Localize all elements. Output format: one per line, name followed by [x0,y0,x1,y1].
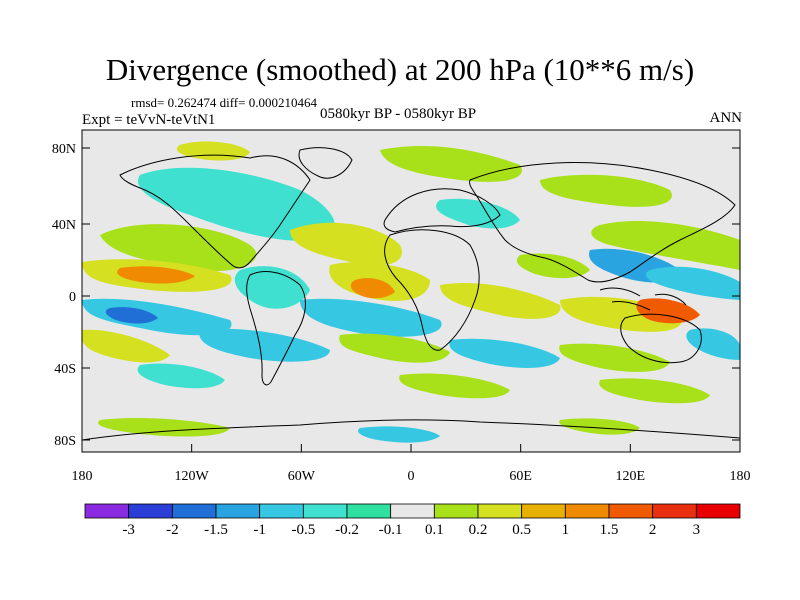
lon-tick-label: 60W [288,469,316,484]
map-title: Divergence (smoothed) at 200 hPa (10**6 … [105,52,695,87]
field-blob [358,426,440,443]
lon-tick-label: 0 [408,469,415,484]
field-blob [380,145,522,182]
colorbar-swatch [433,503,479,519]
lon-tick-label: 120E [616,469,646,484]
field-blob [105,307,158,324]
colorbar-swatch [215,503,261,519]
colorbar-swatch [521,503,566,519]
period-label: 0580kyr BP - 0580kyr BP [320,106,477,122]
colorbar-swatch [695,503,741,519]
field-blob [399,373,510,399]
lon-tick-label: 180 [72,469,93,484]
colorbar-swatch [608,503,654,519]
coast-africa [384,229,480,351]
field-blob [339,333,450,363]
field-blob [591,220,740,270]
field-blob [440,282,561,319]
lat-tick-label: 40S [54,362,76,377]
colorbar: -3 -2 -1.5 -1 -0.5 -0.2 -0.1 0.1 0.2 0.5 1 1.5 2 3 [84,503,741,538]
field-blob [636,298,700,324]
field-blob [300,298,442,337]
colorbar-label: -0.1 [379,522,403,538]
longitude-axis: 180 120W 60W 0 60E 120E 180 [72,444,751,484]
colorbar-swatch [390,503,435,519]
colorbar-label: -0.5 [291,522,315,538]
field-blob [645,266,740,300]
colorbar-label: 0.1 [425,522,444,538]
field-blob [100,224,257,271]
field-blob [138,167,335,241]
field-blob [559,343,670,372]
coast-europe [383,188,501,233]
colorbar-swatch [259,503,304,519]
coast-asia [469,162,736,283]
lon-tick-label: 120W [175,469,210,484]
colorbar-label: 0.5 [512,522,531,538]
colorbar-label: -0.2 [335,522,359,538]
field-blob [599,378,710,404]
colorbar-swatch [128,503,173,519]
coast-antarctica [82,419,740,441]
colorbar-swatch [171,503,217,519]
field-blob [290,222,402,266]
latitude-axis: 80N 40N 0 40S 80S [52,142,740,449]
field-blob [516,253,590,279]
lat-tick-label: 80N [52,142,76,157]
colorbar-swatch [302,503,348,519]
coastlines [82,147,740,441]
coast-indonesia [599,287,687,311]
colorbar-label: 1.5 [600,522,619,538]
lon-tick-label: 180 [730,469,751,484]
colorbar-label: -1.5 [204,522,228,538]
coast-north-america [119,154,311,269]
field-blob [117,266,195,284]
coast-greenland [298,147,353,179]
lat-tick-label: 40N [52,218,76,233]
colorbar-swatch [477,503,523,519]
colorbar-label: 2 [649,522,657,538]
field-blob [449,338,560,368]
colorbar-swatch [84,503,130,519]
field-blob [82,329,170,363]
divergence-field [82,141,740,443]
field-blob [436,198,520,229]
colorbar-swatch [652,503,697,519]
coast-australia [620,313,702,364]
stats-label: rmsd= 0.262474 diff= 0.000210464 [131,95,317,110]
season-label: ANN [709,110,743,126]
colorbar-label: -1 [253,522,266,538]
field-blob [199,328,330,362]
lat-tick-label: 0 [69,290,76,305]
field-blob [234,266,310,309]
colorbar-label: -3 [122,522,135,538]
lon-tick-label: 60E [509,469,532,484]
experiment-label: Expt = teVvN-teVtN1 [82,112,216,128]
lat-tick-label: 80S [54,434,76,449]
colorbar-label: 1 [562,522,570,538]
colorbar-label: -2 [166,522,179,538]
field-blob [559,418,640,435]
coast-south-america [246,271,306,386]
colorbar-label: 3 [693,522,701,538]
field-blob [350,278,395,299]
colorbar-swatch [346,503,392,519]
colorbar-swatch [564,503,610,519]
field-blob [686,328,740,360]
field-blob [540,174,672,207]
colorbar-label: 0.2 [469,522,488,538]
field-blob [98,417,230,437]
field-blob [137,363,225,389]
